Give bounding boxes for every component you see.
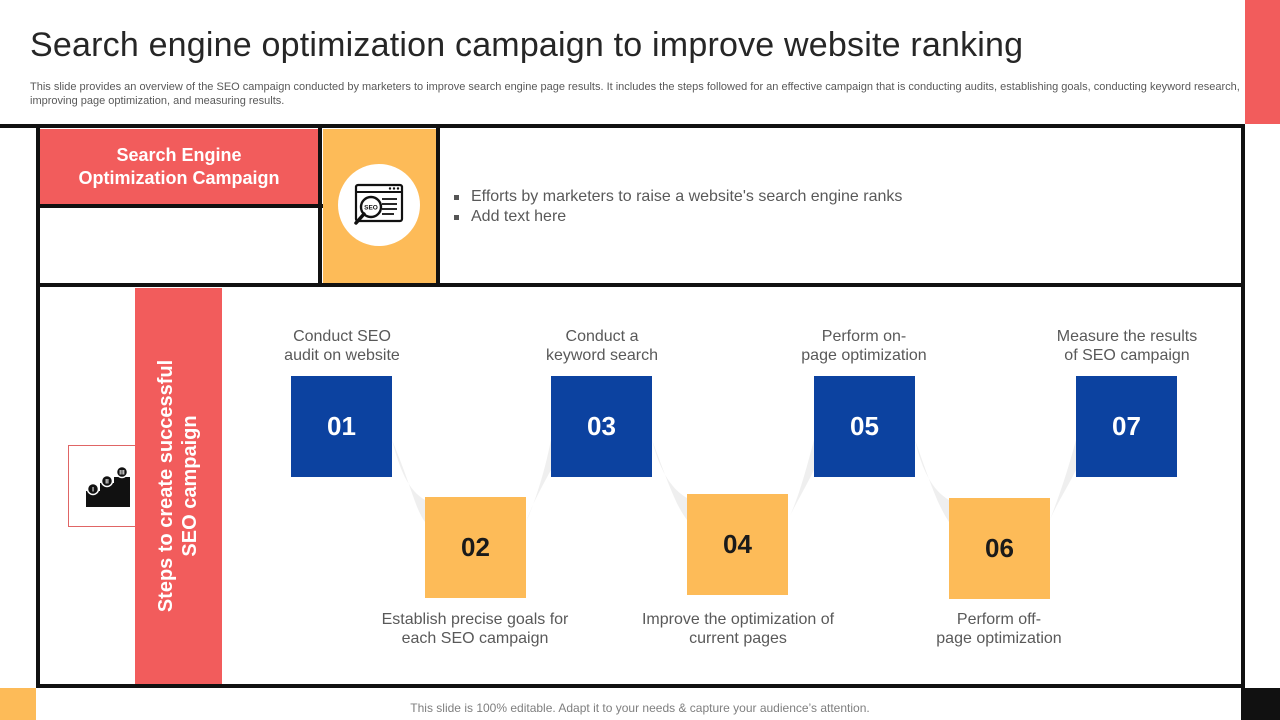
corner-accent-yellow [0, 688, 36, 720]
frame-right-line [1241, 124, 1245, 720]
campaign-bullet: Add text here [452, 207, 902, 227]
seo-icon-circle: SEO [338, 164, 420, 246]
svg-text:II: II [105, 479, 109, 486]
frame-top-line [0, 124, 1245, 128]
step-02-label: Establish precise goals for each SEO cam… [381, 611, 569, 647]
footer-note: This slide is 100% editable. Adapt it to… [410, 701, 870, 715]
seo-magnifier-icon: SEO [354, 183, 404, 225]
column-divider-1 [318, 124, 322, 287]
campaign-heading-line2: Optimization Campaign [78, 167, 280, 188]
step-06-box: 06 [949, 498, 1050, 599]
corner-accent-dark [1245, 688, 1280, 720]
step-07-label: Measure the results of SEO campaign [1056, 328, 1198, 364]
campaign-box-divider [36, 204, 323, 208]
campaign-bullet-list: Efforts by marketers to raise a website'… [452, 187, 902, 227]
step-07-box: 07 [1076, 376, 1177, 477]
step-05-label: Perform on- page optimization [801, 328, 927, 364]
page-title: Search engine optimization campaign to i… [30, 26, 1024, 64]
page-description: This slide provides an overview of the S… [30, 81, 1240, 107]
svg-text:I: I [92, 487, 94, 494]
step-04-label: Improve the optimization of current page… [641, 611, 835, 647]
step-02-box: 02 [425, 497, 526, 598]
frame-bottom-line [36, 684, 1245, 688]
svg-text:SEO: SEO [364, 205, 378, 212]
frame-left-line [36, 124, 40, 688]
frame-middle-line [36, 283, 1245, 287]
podium-steps-icon: I II III [86, 465, 130, 507]
campaign-bullet: Efforts by marketers to raise a website'… [452, 187, 902, 207]
campaign-heading-box: Search Engine Optimization Campaign [40, 129, 318, 204]
step-06-label: Perform off- page optimization [936, 611, 1062, 647]
step-05-box: 05 [814, 376, 915, 477]
step-03-box: 03 [551, 376, 652, 477]
step-03-label: Conduct a keyword search [545, 328, 659, 364]
corner-accent [1245, 0, 1280, 124]
steps-heading-strip [135, 288, 222, 684]
column-divider-2 [436, 124, 440, 287]
campaign-heading-line1: Search Engine [116, 144, 242, 165]
svg-text:III: III [119, 470, 125, 477]
step-01-box: 01 [291, 376, 392, 477]
step-04-box: 04 [687, 494, 788, 595]
step-01-label: Conduct SEO audit on website [284, 328, 400, 364]
